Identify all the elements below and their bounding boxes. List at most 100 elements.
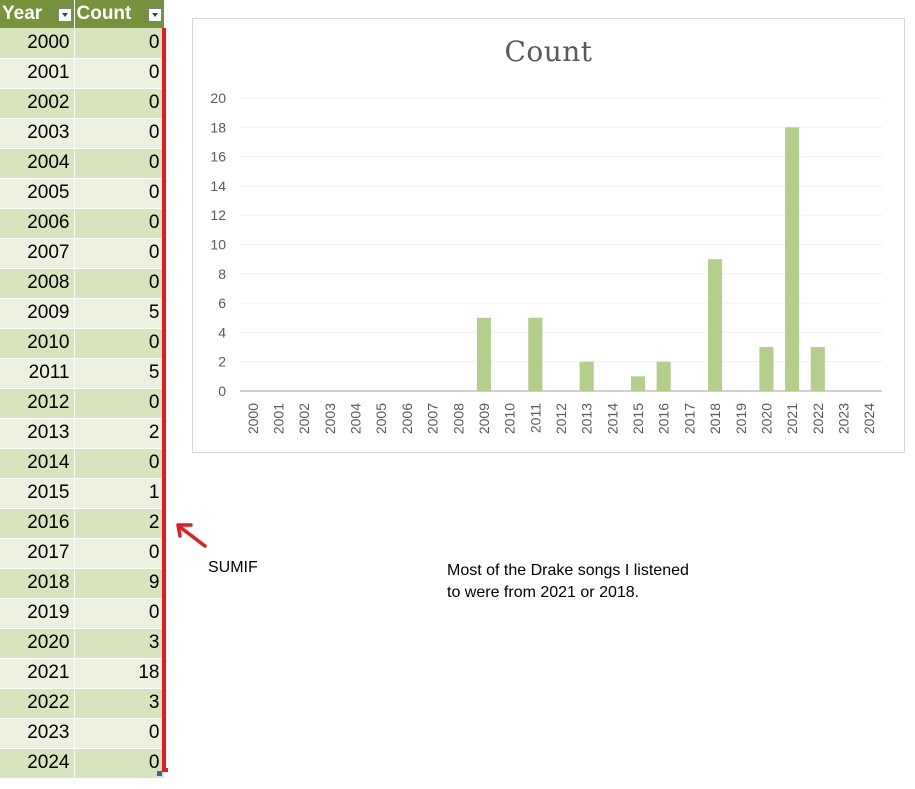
count-cell[interactable]: 3: [74, 628, 165, 659]
count-cell[interactable]: 0: [74, 148, 165, 179]
table-row: 2016 2: [0, 508, 165, 539]
bar-2013[interactable]: [579, 361, 594, 391]
table-row: 2015 1: [0, 478, 165, 509]
year-cell[interactable]: 2001: [0, 58, 75, 89]
count-cell[interactable]: 1: [74, 478, 165, 509]
count-cell[interactable]: 5: [74, 358, 165, 389]
year-cell[interactable]: 2015: [0, 478, 75, 509]
x-tick-label: 2020: [758, 403, 774, 434]
year-cell[interactable]: 2000: [0, 28, 75, 59]
y-tick-label: 12: [210, 207, 226, 223]
year-cell[interactable]: 2011: [0, 358, 75, 389]
summary-note-line-1: Most of the Drake songs I listened: [447, 562, 689, 579]
bar-2009[interactable]: [476, 317, 492, 391]
year-cell[interactable]: 2003: [0, 118, 75, 149]
y-tick-label: 16: [210, 149, 226, 165]
year-cell[interactable]: 2018: [0, 568, 75, 599]
x-tick-label: 2018: [707, 403, 723, 434]
x-tick-label: 2007: [425, 403, 441, 434]
x-tick-label: 2000: [245, 403, 261, 434]
x-tick-label: 2024: [861, 403, 877, 434]
year-cell[interactable]: 2020: [0, 628, 75, 659]
bar-2015[interactable]: [630, 376, 646, 391]
year-column-header[interactable]: Year: [0, 0, 75, 28]
year-cell[interactable]: 2016: [0, 508, 75, 539]
count-cell[interactable]: 0: [74, 598, 165, 629]
x-tick-label: 2023: [835, 403, 851, 434]
count-cell[interactable]: 0: [74, 238, 165, 269]
table-row: 2020 3: [0, 628, 165, 659]
table-row: 2023 0: [0, 718, 165, 749]
table-row: 2012 0: [0, 388, 165, 419]
count-cell[interactable]: 5: [74, 298, 165, 329]
chart-plot: 0 2 4 6 8 10 12 14 16 18 20 2000 2001 2002 2003 2004 200…: [210, 90, 882, 434]
x-tick-label: 2013: [579, 403, 595, 434]
count-cell[interactable]: 3: [74, 688, 165, 719]
count-cell[interactable]: 0: [74, 328, 165, 359]
count-cell[interactable]: 2: [74, 508, 165, 539]
x-tick-label: 2003: [322, 403, 338, 434]
year-cell[interactable]: 2009: [0, 298, 75, 329]
table-row: 2001 0: [0, 58, 165, 89]
x-tick-label: 2019: [733, 403, 749, 434]
x-tick-label: 2009: [476, 403, 492, 434]
year-cell[interactable]: 2019: [0, 598, 75, 629]
table-row: 2000 0: [0, 28, 165, 59]
x-tick-label: 2017: [681, 403, 697, 434]
count-cell[interactable]: 0: [74, 118, 165, 149]
count-cell[interactable]: 0: [74, 448, 165, 479]
year-filter-dropdown-icon[interactable]: [57, 8, 72, 22]
x-tick-label: 2010: [502, 403, 518, 434]
count-cell[interactable]: 0: [74, 718, 165, 749]
year-cell[interactable]: 2021: [0, 658, 75, 689]
year-cell[interactable]: 2017: [0, 538, 75, 569]
year-cell[interactable]: 2002: [0, 88, 75, 119]
year-cell[interactable]: 2023: [0, 718, 75, 749]
y-tick-label: 8: [218, 266, 226, 282]
count-cell[interactable]: 0: [74, 388, 165, 419]
year-cell[interactable]: 2004: [0, 148, 75, 179]
count-cell[interactable]: 0: [74, 538, 165, 569]
count-cell[interactable]: 0: [74, 178, 165, 209]
count-cell[interactable]: 0: [74, 268, 165, 299]
count-cell[interactable]: 0: [74, 28, 165, 59]
red-highlight-bar-cap: [162, 768, 168, 772]
bar-2018[interactable]: [708, 259, 723, 391]
year-cell[interactable]: 2014: [0, 448, 75, 479]
table-row: 2005 0: [0, 178, 165, 209]
table-resize-handle[interactable]: [157, 771, 162, 776]
x-tick-label: 2016: [656, 403, 672, 434]
table-row: 2004 0: [0, 148, 165, 179]
table-row: 2018 9: [0, 568, 165, 599]
count-cell[interactable]: 9: [74, 568, 165, 599]
table-row: 2024 0: [0, 748, 165, 779]
count-cell[interactable]: 2: [74, 418, 165, 449]
table-row: 2011 5: [0, 358, 165, 389]
x-tick-label: 2005: [373, 403, 389, 434]
x-tick-label: 2022: [810, 403, 826, 434]
count-cell[interactable]: 0: [74, 748, 165, 779]
bar-2016[interactable]: [656, 361, 671, 391]
year-cell[interactable]: 2022: [0, 688, 75, 719]
bar-2020[interactable]: [759, 347, 774, 391]
year-cell[interactable]: 2008: [0, 268, 75, 299]
year-cell[interactable]: 2024: [0, 748, 75, 779]
count-filter-dropdown-icon[interactable]: [147, 8, 162, 22]
year-cell[interactable]: 2012: [0, 388, 75, 419]
year-cell[interactable]: 2007: [0, 238, 75, 269]
year-cell[interactable]: 2006: [0, 208, 75, 239]
count-cell[interactable]: 0: [74, 58, 165, 89]
year-cell[interactable]: 2005: [0, 178, 75, 209]
count-column-header[interactable]: Count: [74, 0, 165, 28]
year-count-table: Year Count 2000 0 2001 0 2002 0 2003 0 2004 0 2005…: [0, 0, 165, 779]
bar-2021[interactable]: [785, 127, 800, 392]
count-chart[interactable]: Count 0 2 4 6 8 10 12 14 16 18 20 2000 2001 2002 2003 2…: [192, 18, 905, 453]
year-cell[interactable]: 2010: [0, 328, 75, 359]
count-cell[interactable]: 0: [74, 208, 165, 239]
bar-2011[interactable]: [528, 317, 543, 391]
count-cell[interactable]: 0: [74, 88, 165, 119]
year-cell[interactable]: 2013: [0, 418, 75, 449]
count-cell[interactable]: 18: [74, 658, 165, 689]
y-tick-label: 4: [218, 324, 226, 340]
bar-2022[interactable]: [810, 347, 825, 391]
